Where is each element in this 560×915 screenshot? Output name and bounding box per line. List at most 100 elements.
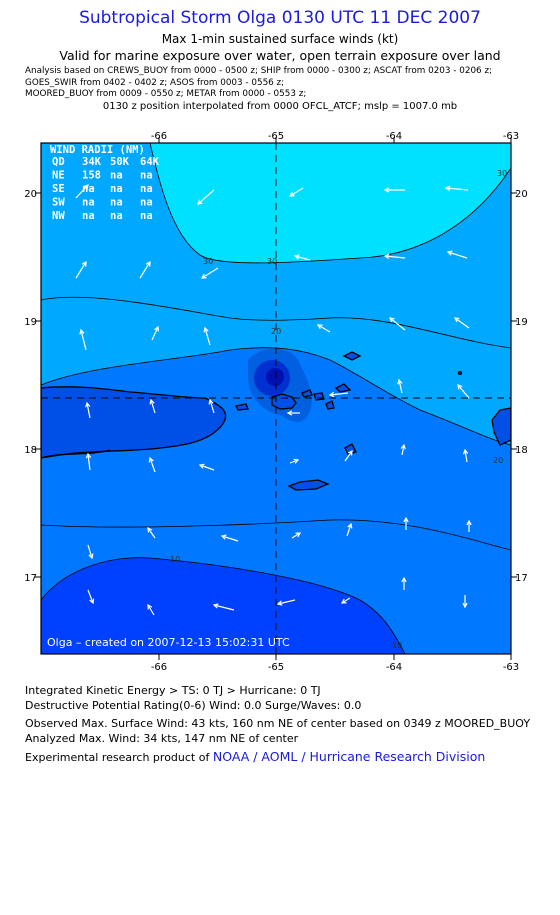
wind-vector-arrow xyxy=(462,448,469,463)
analysis-sources-line-2: GOES_SWIR from 0402 - 0402 z; ASOS from … xyxy=(25,78,285,88)
wind-vector-arrow xyxy=(203,326,211,346)
wind-vector-arrow xyxy=(397,378,403,394)
lat-tick-label-left: 20 xyxy=(24,189,37,200)
wind-band-30-plus xyxy=(150,143,511,263)
lon-tick-label-top: -65 xyxy=(268,131,284,142)
wind-radii-cell: na xyxy=(82,183,95,195)
lat-tick-label-right: 18 xyxy=(515,445,528,456)
contour-label-30: 30 xyxy=(203,257,213,266)
wind-radii-cell: 158 xyxy=(82,170,101,182)
ike-line: Integrated Kinetic Energy > TS: 0 TJ > H… xyxy=(25,684,321,697)
map-subtitle: Max 1-min sustained surface winds (kt) xyxy=(161,32,399,46)
wind-radii-title: WIND RADII (NM) xyxy=(50,144,145,156)
map-title: Subtropical Storm Olga 0130 UTC 11 DEC 2… xyxy=(79,8,481,28)
wind-radii-cell: NW xyxy=(52,210,65,222)
wind-vector-arrow xyxy=(208,398,215,414)
wind-vector-arrow xyxy=(446,250,468,259)
lon-tick-label-bottom: -66 xyxy=(151,662,167,673)
wind-radii-cell: SW xyxy=(52,197,65,209)
wind-vectors xyxy=(75,184,472,616)
contour-label-20: 20 xyxy=(271,327,281,336)
wind-vector-arrow xyxy=(344,449,353,462)
wind-vector-arrow xyxy=(403,516,409,530)
wind-vector-arrow xyxy=(149,398,156,414)
lat-tick-label-left: 19 xyxy=(24,317,37,328)
wind-vector-arrow xyxy=(400,443,406,456)
wind-vector-arrow xyxy=(151,325,159,341)
wind-vector-arrow xyxy=(286,410,300,416)
wind-vector-arrow xyxy=(197,189,215,205)
wind-vector-arrow xyxy=(401,576,407,590)
contour-label-30: 30 xyxy=(497,169,507,178)
wind-vector-arrow xyxy=(389,317,406,331)
wind-radii-cell: na xyxy=(110,197,123,209)
wind-vector-arrow xyxy=(276,599,296,606)
wind-radii-cell: na xyxy=(82,210,95,222)
wind-vector-arrow xyxy=(457,384,470,399)
credit-prefix: Experimental research product of xyxy=(25,751,210,764)
wind-vector-arrow xyxy=(85,401,91,419)
wind-vector-arrow xyxy=(148,456,156,473)
wind-vector-arrow xyxy=(79,328,87,351)
wind-vector-arrow xyxy=(75,260,87,279)
wind-radii-header-cell: QD xyxy=(52,156,65,168)
wind-vector-arrow xyxy=(75,184,89,199)
lon-tick-label-top: -66 xyxy=(151,131,167,142)
wind-vector-arrow xyxy=(200,267,219,279)
wind-radii-cell: SE xyxy=(52,183,65,195)
lat-tick-label-left: 18 xyxy=(24,445,37,456)
hrd-link[interactable]: NOAA / AOML / Hurricane Research Divisio… xyxy=(212,749,486,764)
created-stamp: Olga – created on 2007-12-13 15:02:31 UT… xyxy=(47,636,290,649)
wind-vector-arrow xyxy=(212,603,235,611)
lat-tick-label-left: 17 xyxy=(24,573,37,584)
lat-tick-label-right: 19 xyxy=(515,317,528,328)
wind-vector-arrow xyxy=(87,589,95,605)
wind-radii-cell: na xyxy=(140,197,153,209)
wind-radii-cell: na xyxy=(140,183,153,195)
wind-vector-arrow xyxy=(466,519,472,532)
lat-tick-label-right: 17 xyxy=(515,573,528,584)
wind-radii-header-cell: 50K xyxy=(110,156,130,168)
lon-tick-label-top: -64 xyxy=(386,131,402,142)
wind-vector-arrow xyxy=(383,187,405,193)
wind-vector-arrow xyxy=(220,534,239,542)
wind-vector-arrow xyxy=(444,185,469,192)
wind-vector-arrow xyxy=(198,463,215,471)
wind-radii-cell: na xyxy=(82,197,95,209)
wind-vector-arrow xyxy=(289,458,300,464)
contour-label-10: 10 xyxy=(170,555,180,564)
wind-vector-arrow xyxy=(291,532,302,539)
wind-vector-arrow xyxy=(147,526,156,539)
wind-vector-arrow xyxy=(328,391,349,398)
wind-radii-cell: NE xyxy=(52,170,65,182)
lon-tick-label-bottom: -65 xyxy=(268,662,284,673)
wind-vector-arrow xyxy=(87,544,94,560)
wind-band-below-10 xyxy=(41,557,405,654)
observed-max-wind: Observed Max. Surface Wind: 43 kts, 160 … xyxy=(25,717,531,730)
analyzed-max-wind: Analyzed Max. Wind: 34 kts, 147 nm NE of… xyxy=(25,732,299,745)
storm-core-inner xyxy=(266,368,284,386)
wind-vector-arrow xyxy=(293,254,311,261)
position-note: 0130 z position interpolated from 0000 O… xyxy=(102,101,458,112)
wind-radii-cell: na xyxy=(140,210,153,222)
wind-vector-arrow xyxy=(139,260,151,279)
wind-vector-arrow xyxy=(383,253,406,260)
credit-line: Experimental research product of NOAA / … xyxy=(25,749,485,764)
wind-radii-header-cell: 64K xyxy=(140,156,160,168)
wind-vector-arrow xyxy=(316,324,331,333)
wind-vector-arrow xyxy=(85,452,92,471)
wind-radii-cell: na xyxy=(140,170,153,182)
wind-vector-arrow xyxy=(340,597,351,604)
wind-radii-header-cell: 34K xyxy=(82,156,102,168)
analysis-sources-line-1: Analysis based on CREWS_BUOY from 0000 -… xyxy=(25,66,493,76)
lon-tick-label-bottom: -64 xyxy=(386,662,402,673)
wind-radii-cell: na xyxy=(110,210,123,222)
contour-label-10: 10 xyxy=(392,641,402,650)
lat-tick-label-right: 20 xyxy=(515,189,528,200)
validity-note: Valid for marine exposure over water, op… xyxy=(59,48,501,63)
wind-field-map: -66 -66 -65 -65 -64 -64 -63 -63 20 20 19 19 18 18 17 17… xyxy=(24,131,528,673)
wind-vector-arrow xyxy=(147,603,155,616)
lon-tick-label-top: -63 xyxy=(503,131,519,142)
wind-radii-cell: na xyxy=(110,183,123,195)
